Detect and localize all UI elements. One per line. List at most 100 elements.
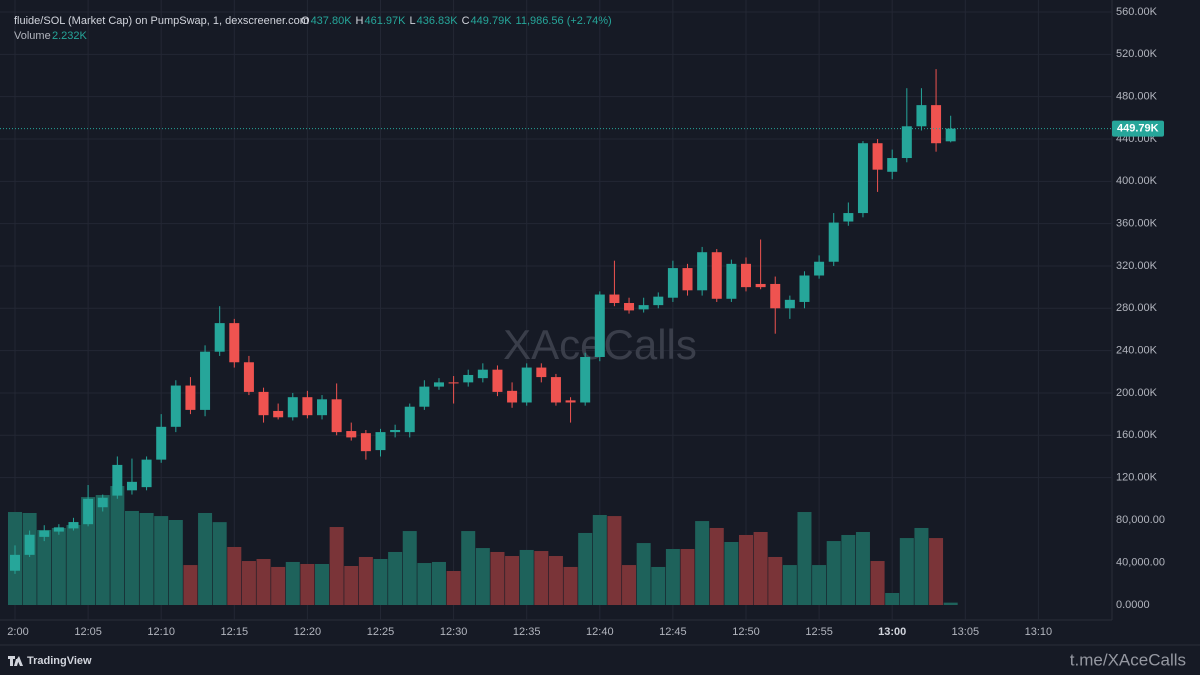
candle-body	[390, 429, 401, 433]
volume-bar	[22, 512, 37, 605]
volume-bar	[826, 541, 841, 605]
y-tick-label: 320.00K	[1116, 260, 1158, 272]
x-tick-label: 12:55	[805, 626, 833, 638]
volume-bar	[914, 527, 929, 605]
candle-body	[624, 303, 635, 311]
volume-bar	[505, 556, 520, 605]
tradingview-logo	[8, 656, 23, 666]
footer-right: t.me/XAceCalls	[1070, 650, 1186, 669]
volume-bar	[227, 546, 242, 605]
candle-body	[53, 527, 64, 532]
y-tick-label: 160.00K	[1116, 429, 1158, 441]
candle-body	[404, 406, 415, 433]
legend-key: O	[301, 15, 310, 27]
candle-body	[536, 367, 547, 378]
last-price-label: 449.79K	[1117, 123, 1159, 135]
volume-bar	[198, 512, 213, 605]
candle-body	[667, 268, 678, 298]
volume-bar	[475, 548, 490, 605]
volume-bar	[885, 592, 900, 605]
volume-bar	[300, 563, 315, 605]
candle-body	[156, 426, 167, 460]
volume-bar	[622, 565, 637, 605]
candle-body	[945, 128, 956, 142]
volume-bar	[446, 571, 461, 605]
y-tick-label: 200.00K	[1116, 387, 1158, 399]
x-tick-label: 12:35	[513, 626, 541, 638]
volume-bar	[124, 510, 139, 605]
candle-body	[828, 222, 839, 262]
candle-body	[419, 386, 430, 407]
volume-bar	[51, 527, 66, 605]
volume-bar	[154, 516, 169, 605]
candle-body	[550, 377, 561, 403]
marks	[0, 69, 1112, 605]
volume-value: 2.232K	[52, 30, 88, 42]
volume-bar	[388, 551, 403, 605]
candle-body	[273, 410, 284, 418]
candle-body	[507, 390, 518, 403]
volume-bar	[548, 556, 563, 605]
volume-bar	[929, 538, 944, 605]
candle-body	[843, 213, 854, 222]
legend-key: L	[409, 15, 415, 27]
candle-body	[317, 399, 328, 416]
volume-bar	[709, 527, 724, 605]
candle-body	[331, 399, 342, 433]
volume-bar	[855, 532, 870, 605]
x-tick-label: 12:05	[74, 626, 102, 638]
volume-bar	[812, 565, 827, 605]
volume-bar	[373, 558, 388, 605]
y-tick-label: 240.00K	[1116, 345, 1158, 357]
volume-bar	[870, 561, 885, 605]
volume-bar	[578, 532, 593, 605]
candle-body	[448, 382, 459, 384]
volume-bar	[739, 534, 753, 605]
volume-bar	[797, 512, 812, 605]
legend-key: C	[462, 15, 470, 27]
candle-body	[83, 498, 94, 525]
candle-body	[682, 268, 693, 291]
x-tick-label: 2:00	[7, 626, 28, 638]
y-tick-label: 560.00K	[1116, 6, 1158, 18]
candle-body	[799, 275, 810, 302]
candle-body	[697, 252, 708, 291]
volume-bar	[665, 549, 680, 605]
volume-bar	[943, 602, 958, 605]
candle-body	[68, 522, 79, 529]
legend-key: H	[356, 15, 364, 27]
candle-body	[711, 252, 722, 299]
candle-body	[931, 105, 942, 144]
footer-left: TradingView	[27, 655, 92, 667]
x-tick-label: 12:45	[659, 626, 687, 638]
volume-bar	[534, 551, 549, 605]
volume-bar	[899, 538, 914, 605]
volume-bar	[417, 563, 432, 605]
candle-body	[97, 497, 108, 508]
candle-body	[477, 369, 488, 379]
candle-body	[243, 362, 254, 392]
volume-bar	[329, 527, 344, 605]
volume-tick-label: 40,000.00	[1116, 556, 1165, 568]
y-tick-label: 520.00K	[1116, 48, 1158, 60]
volume-bar	[212, 522, 227, 605]
volume-bar	[285, 561, 300, 605]
x-tick-label: 12:40	[586, 626, 614, 638]
volume-bar	[110, 486, 125, 605]
volume-bar	[66, 524, 81, 605]
volume-bar	[37, 529, 52, 605]
volume-bar	[95, 495, 110, 605]
volume-bar	[271, 566, 286, 605]
x-tick-label: 12:10	[147, 626, 175, 638]
volume-bar	[402, 531, 417, 605]
candle-body	[141, 459, 152, 488]
x-tick-label: 12:50	[732, 626, 760, 638]
candle-body	[872, 143, 883, 170]
y-tick-label: 480.00K	[1116, 91, 1158, 103]
candle-body	[770, 283, 781, 309]
candle-body	[126, 481, 137, 491]
volume-bar	[256, 558, 271, 605]
candle-body	[214, 323, 225, 352]
candle-body	[375, 432, 386, 451]
